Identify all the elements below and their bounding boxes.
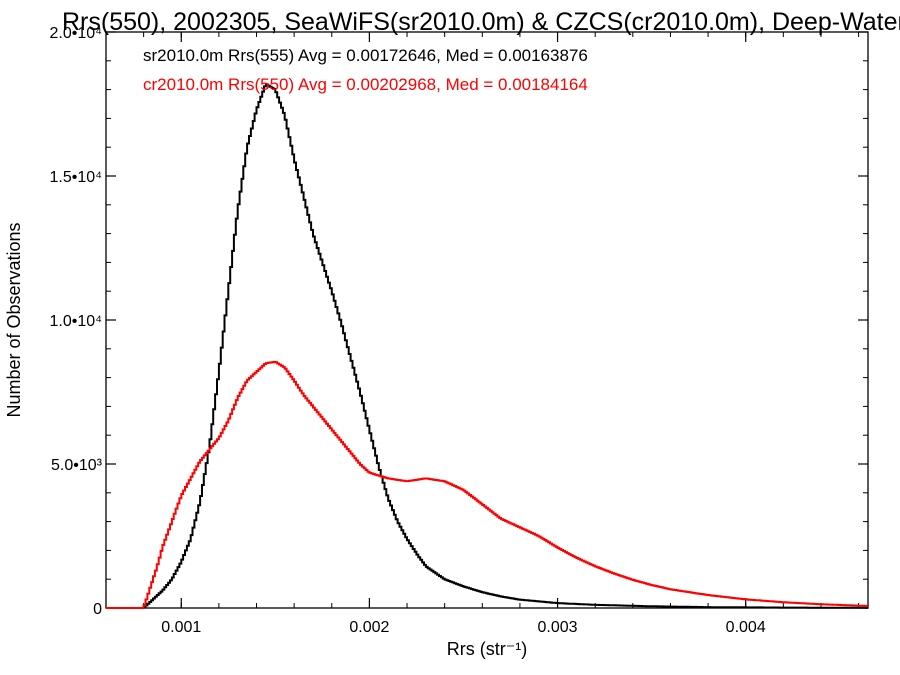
plot-frame (105, 31, 869, 609)
legend-entry: sr2010.0m Rrs(555) Avg = 0.00172646, Med… (143, 46, 588, 65)
series-line-1 (106, 360, 869, 609)
plot-border (105, 31, 869, 609)
y-tick-label: 1.5•10⁴ (49, 169, 102, 186)
legend: sr2010.0m Rrs(555) Avg = 0.00172646, Med… (143, 46, 588, 94)
x-tick-label: 0.001 (161, 619, 201, 636)
y-axis-label: Number of Observations (4, 222, 24, 417)
x-tick-label: 0.002 (349, 619, 389, 636)
y-tick-label: 0 (93, 601, 102, 618)
x-axis-label: Rrs (str⁻¹) (447, 639, 527, 659)
y-tick-label: 2.0•10⁴ (49, 25, 102, 42)
series-lines (106, 83, 869, 609)
series-line-0 (106, 83, 868, 609)
x-tick-label: 0.003 (538, 619, 578, 636)
y-tick-label: 1.0•10⁴ (49, 313, 102, 330)
legend-entry: cr2010.0m Rrs(550) Avg = 0.00202968, Med… (143, 75, 588, 94)
y-axis: 0 5.0•10³ 1.0•10⁴ 1.5•10⁴ 2.0•10⁴ (49, 25, 868, 618)
y-tick-label: 5.0•10³ (51, 457, 103, 474)
chart-title: Rrs(550), 2002305, SeaWiFS(sr2010.0m) & … (62, 8, 900, 36)
x-tick-label: 0.004 (726, 619, 766, 636)
x-axis: 0.001 0.002 0.003 0.004 (105, 32, 860, 636)
